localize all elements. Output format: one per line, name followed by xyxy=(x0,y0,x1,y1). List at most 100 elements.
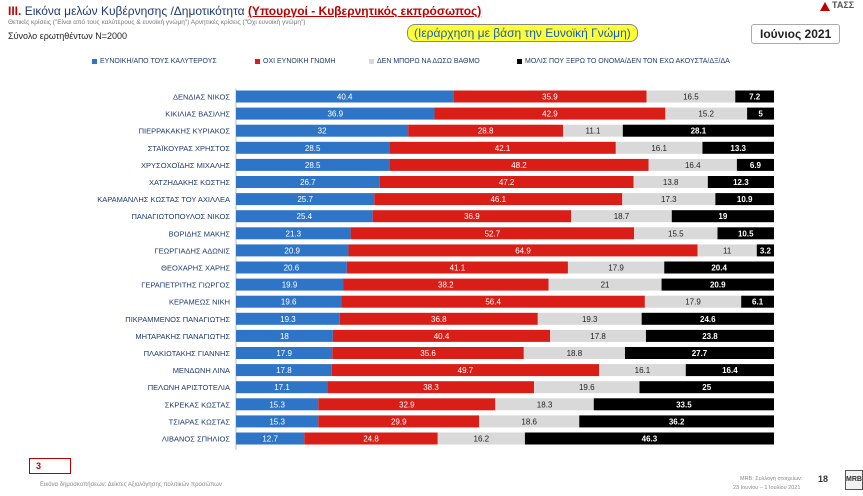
bar-segment-cannot-rate xyxy=(563,124,623,137)
category-label: ΠΕΛΩΝΗ ΑΡΙΣΤΟΤΕΛΙΑ xyxy=(148,383,230,392)
bar-segment-favorable xyxy=(236,295,342,308)
data-label-favorable: 19.3 xyxy=(280,315,296,324)
legend-swatch-favorable xyxy=(92,58,97,64)
bar-segment-unfavorable xyxy=(348,244,698,257)
legend-swatch-unknown xyxy=(517,58,522,64)
category-label: ΓΕΩΡΓΙΑΔΗΣ ΑΔΩΝΙΣ xyxy=(155,246,231,255)
data-label-cannot-rate: 19.6 xyxy=(579,383,595,392)
bar-segment-favorable xyxy=(236,176,380,188)
data-label-unfavorable: 35.9 xyxy=(542,93,558,102)
data-label-cannot-rate: 16.1 xyxy=(651,144,667,153)
data-label-cannot-rate: 18.3 xyxy=(537,400,553,409)
legend-swatch-cannot-rate xyxy=(369,58,374,64)
category-label: ΣΤΑΪΚΟΥΡΑΣ ΧΡΗΣΤΟΣ xyxy=(148,144,231,153)
bar-segment-cannot-rate xyxy=(548,278,662,291)
data-label-favorable: 18 xyxy=(280,332,289,341)
section-number: III. xyxy=(8,4,22,18)
data-label-cannot-rate: 17.9 xyxy=(685,298,701,307)
bar-segment-unknown xyxy=(645,329,774,342)
bar-segment-favorable xyxy=(236,415,319,428)
data-label-favorable: 17.9 xyxy=(276,349,292,358)
bar-segment-favorable xyxy=(236,278,344,291)
bar-segment-unknown xyxy=(622,124,774,137)
category-label: ΘΕΟΧΑΡΗΣ ΧΑΡΗΣ xyxy=(161,264,230,273)
bar-segment-unknown xyxy=(707,176,774,188)
data-label-unknown: 25 xyxy=(702,383,711,392)
data-label-favorable: 15.3 xyxy=(269,417,285,426)
sample-size: Σύνολο ερωτηθέντων Ν=2000 xyxy=(8,31,128,41)
category-label: ΤΣΙΑΡΑΣ ΚΩΣΤΑΣ xyxy=(169,417,231,426)
data-label-favorable: 28.5 xyxy=(305,144,321,153)
legend-item-favorable: ΕΥΝΟΙΚΗ/ΑΠΟ ΤΟΥΣ ΚΑΛΥΤΕΡΟΥΣ xyxy=(92,58,217,65)
bar-segment-unknown xyxy=(593,398,774,411)
data-label-favorable: 12.7 xyxy=(262,435,278,444)
category-label: ΜΗΤΑΡΑΚΗΣ ΠΑΝΑΓΙΩΤΗΣ xyxy=(135,332,230,341)
data-label-favorable: 17.8 xyxy=(276,366,292,375)
category-label: ΠΙΕΡΡΑΚΑΚΗΣ ΚΥΡΙΑΚΟΣ xyxy=(139,127,231,136)
legend-label-unfavorable: ΟΧΙ ΕΥΝΟΙΚΗ ΓΝΩΜΗ xyxy=(263,58,336,65)
bar-segment-unfavorable xyxy=(389,158,649,171)
bar-segment-favorable xyxy=(236,90,454,103)
bar-segment-favorable xyxy=(236,193,375,206)
bar-segment-cannot-rate xyxy=(534,381,640,394)
bar-segment-unfavorable xyxy=(332,329,551,342)
legend-label-favorable: ΕΥΝΟΙΚΗ/ΑΠΟ ΤΟΥΣ ΚΑΛΥΤΕΡΟΥΣ xyxy=(100,58,217,65)
bar-segment-unfavorable xyxy=(453,90,647,103)
data-label-unknown: 16.4 xyxy=(722,366,738,375)
bar-segment-cannot-rate xyxy=(571,210,672,223)
data-label-cannot-rate: 19.3 xyxy=(582,315,598,324)
bar-segment-cannot-rate xyxy=(523,347,625,359)
title-subtitle: (Υπουργοί - Κυβερνητικός εκπρόσωπος) xyxy=(247,4,482,18)
title-text: Εικόνα μελών Κυβέρνησης /Δημοτικότητα xyxy=(24,4,245,18)
data-label-unknown: 7.2 xyxy=(749,93,761,102)
data-label-unknown: 12.3 xyxy=(733,178,749,187)
bar-segment-unfavorable xyxy=(372,210,572,223)
data-label-cannot-rate: 13.8 xyxy=(663,178,679,187)
bar-segment-unfavorable xyxy=(339,312,538,325)
data-label-unfavorable: 24.8 xyxy=(363,435,379,444)
data-label-favorable: 20.6 xyxy=(284,264,300,273)
bar-segment-unknown xyxy=(736,158,774,171)
data-label-unfavorable: 38.2 xyxy=(438,281,454,290)
data-label-favorable: 17.1 xyxy=(274,383,290,392)
bar-segment-unknown xyxy=(664,261,774,274)
data-label-cannot-rate: 11.1 xyxy=(585,127,601,136)
data-label-favorable: 19.9 xyxy=(282,281,298,290)
bar-segment-cannot-rate xyxy=(644,295,742,308)
criteria-note: Θετικές κρίσεις ("Είναι από τους καλύτερ… xyxy=(8,19,306,26)
data-label-favorable: 25.7 xyxy=(297,195,313,204)
bar-segment-cannot-rate xyxy=(633,176,708,188)
data-label-cannot-rate: 18.6 xyxy=(521,417,537,426)
bar-segment-unfavorable xyxy=(389,141,616,154)
category-label: ΠΙΚΡΑΜΜΕΝΟΣ ΠΑΝΑΓΙΩΤΗΣ xyxy=(125,315,230,324)
category-label: ΓΕΡΑΠΕΤΡΙΤΗΣ ΓΙΩΡΓΟΣ xyxy=(141,281,230,290)
legend-label-cannot-rate: ΔΕΝ ΜΠΟΡΩ ΝΑ ΔΩΣΩ ΒΑΘΜΟ xyxy=(377,58,480,65)
bar-segment-favorable xyxy=(236,432,305,445)
bar-segment-unknown xyxy=(579,415,774,428)
chart-legend: ΕΥΝΟΙΚΗ/ΑΠΟ ΤΟΥΣ ΚΑΛΥΤΕΡΟΥΣ ΟΧΙ ΕΥΝΟΙΚΗ … xyxy=(92,58,772,68)
bar-segment-unfavorable xyxy=(331,364,600,377)
category-label: ΠΑΝΑΓΙΩΤΟΠΟΥΛΟΣ ΝΙΚΟΣ xyxy=(131,212,230,221)
bar-segment-cannot-rate xyxy=(665,107,748,120)
bar-segment-unknown xyxy=(741,295,774,308)
category-label: ΛΙΒΑΝΟΣ ΣΠΗΛΙΟΣ xyxy=(162,435,230,444)
bar-segment-unfavorable xyxy=(408,124,564,137)
data-label-unfavorable: 29.9 xyxy=(391,417,407,426)
bar-segment-unknown xyxy=(641,312,774,325)
bar-segment-favorable xyxy=(236,398,319,411)
logo-text: ΤΑΣΣ xyxy=(832,0,855,10)
bar-segment-unknown xyxy=(524,432,774,445)
data-label-favorable: 26.7 xyxy=(300,178,316,187)
data-label-cannot-rate: 16.1 xyxy=(635,366,651,375)
data-label-unknown: 19 xyxy=(718,212,727,221)
data-label-unknown: 33.5 xyxy=(676,400,692,409)
data-label-unknown: 6.9 xyxy=(750,161,762,170)
bar-segment-unfavorable xyxy=(350,227,635,240)
bar-segment-cannot-rate xyxy=(615,141,703,154)
legend-label-unknown: ΜΟΛΙΣ ΠΟΥ ΞΕΡΩ ΤΟ ΟΝΟΜΑ/ΔΕΝ ΤΟΝ ΕΧΩ ΑΚΟΥ… xyxy=(525,58,730,65)
bar-segment-unknown xyxy=(685,364,774,377)
slide-title: III. Εικόνα μελών Κυβέρνησης /Δημοτικότη… xyxy=(8,4,481,18)
category-label: ΧΡΥΣΟΧΟΪΔΗΣ ΜΙΧΑΛΗΣ xyxy=(141,161,230,170)
data-label-unknown: 3.2 xyxy=(760,246,772,255)
